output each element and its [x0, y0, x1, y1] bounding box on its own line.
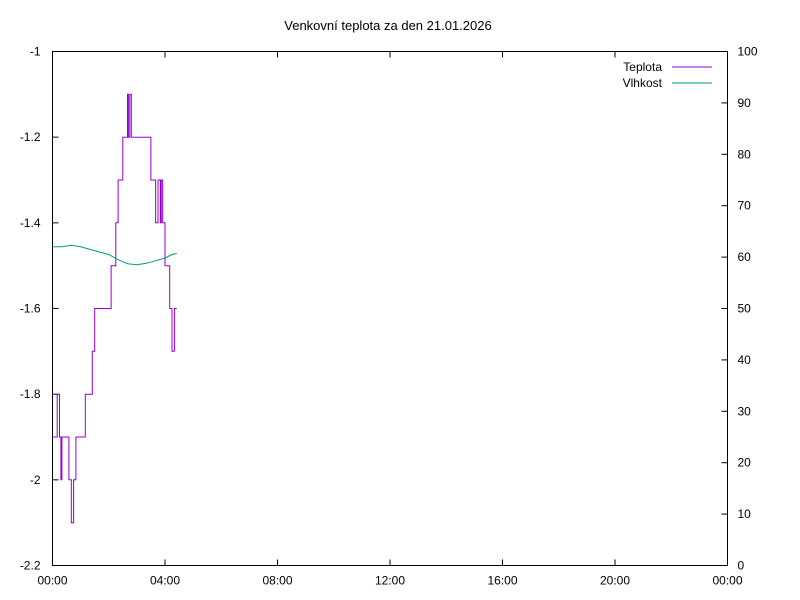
x-tick-label: 04:00 [150, 574, 180, 588]
plot-frame [52, 51, 728, 566]
y-left-tick-label: -1.2 [20, 130, 41, 144]
x-tick-label: 08:00 [262, 574, 292, 588]
y-left-tick-label: -1.4 [20, 216, 41, 230]
y-left-tick-label: -1.6 [20, 302, 41, 316]
x-tick-label: 00:00 [712, 574, 742, 588]
y-right-tick-label: 60 [738, 250, 752, 264]
y-right-tick-label: 40 [738, 353, 752, 367]
legend: Teplota Vlhkost [623, 60, 712, 90]
y-axis-right: 0 10 20 30 40 50 60 70 80 90 100 [721, 45, 758, 573]
series-line-teplota [52, 93, 177, 524]
x-tick-label: 00:00 [37, 574, 67, 588]
series-layer [52, 93, 177, 524]
y-right-tick-label: 10 [738, 507, 752, 521]
y-right-tick-label: 70 [738, 199, 752, 213]
x-axis: 00:00 04:00 08:00 12:00 16:00 20:00 00:00 [37, 51, 743, 588]
y-right-tick-label: 50 [738, 302, 752, 316]
y-right-tick-label: 30 [738, 404, 752, 418]
series-line-vlhkost [52, 244, 177, 266]
x-tick-label: 12:00 [375, 574, 405, 588]
legend-label: Teplota [623, 60, 662, 74]
y-left-tick-label: -2.2 [20, 559, 41, 573]
y-left-tick-label: -1 [30, 45, 41, 59]
x-tick-label: 16:00 [487, 574, 517, 588]
y-left-tick-label: -1.8 [20, 387, 41, 401]
y-axis-left: -2.2 -2 -1.8 -1.6 -1.4 -1.2 -1 [20, 45, 59, 573]
y-left-tick-label: -2 [30, 473, 41, 487]
y-right-tick-label: 100 [738, 45, 758, 59]
y-right-tick-label: 20 [738, 456, 752, 470]
y-right-tick-label: 80 [738, 147, 752, 161]
y-right-tick-label: 90 [738, 96, 752, 110]
legend-label: Vlhkost [623, 76, 663, 90]
chart-title: Venkovní teplota za den 21.01.2026 [284, 18, 491, 33]
y-right-tick-label: 0 [738, 559, 745, 573]
x-tick-label: 20:00 [600, 574, 630, 588]
